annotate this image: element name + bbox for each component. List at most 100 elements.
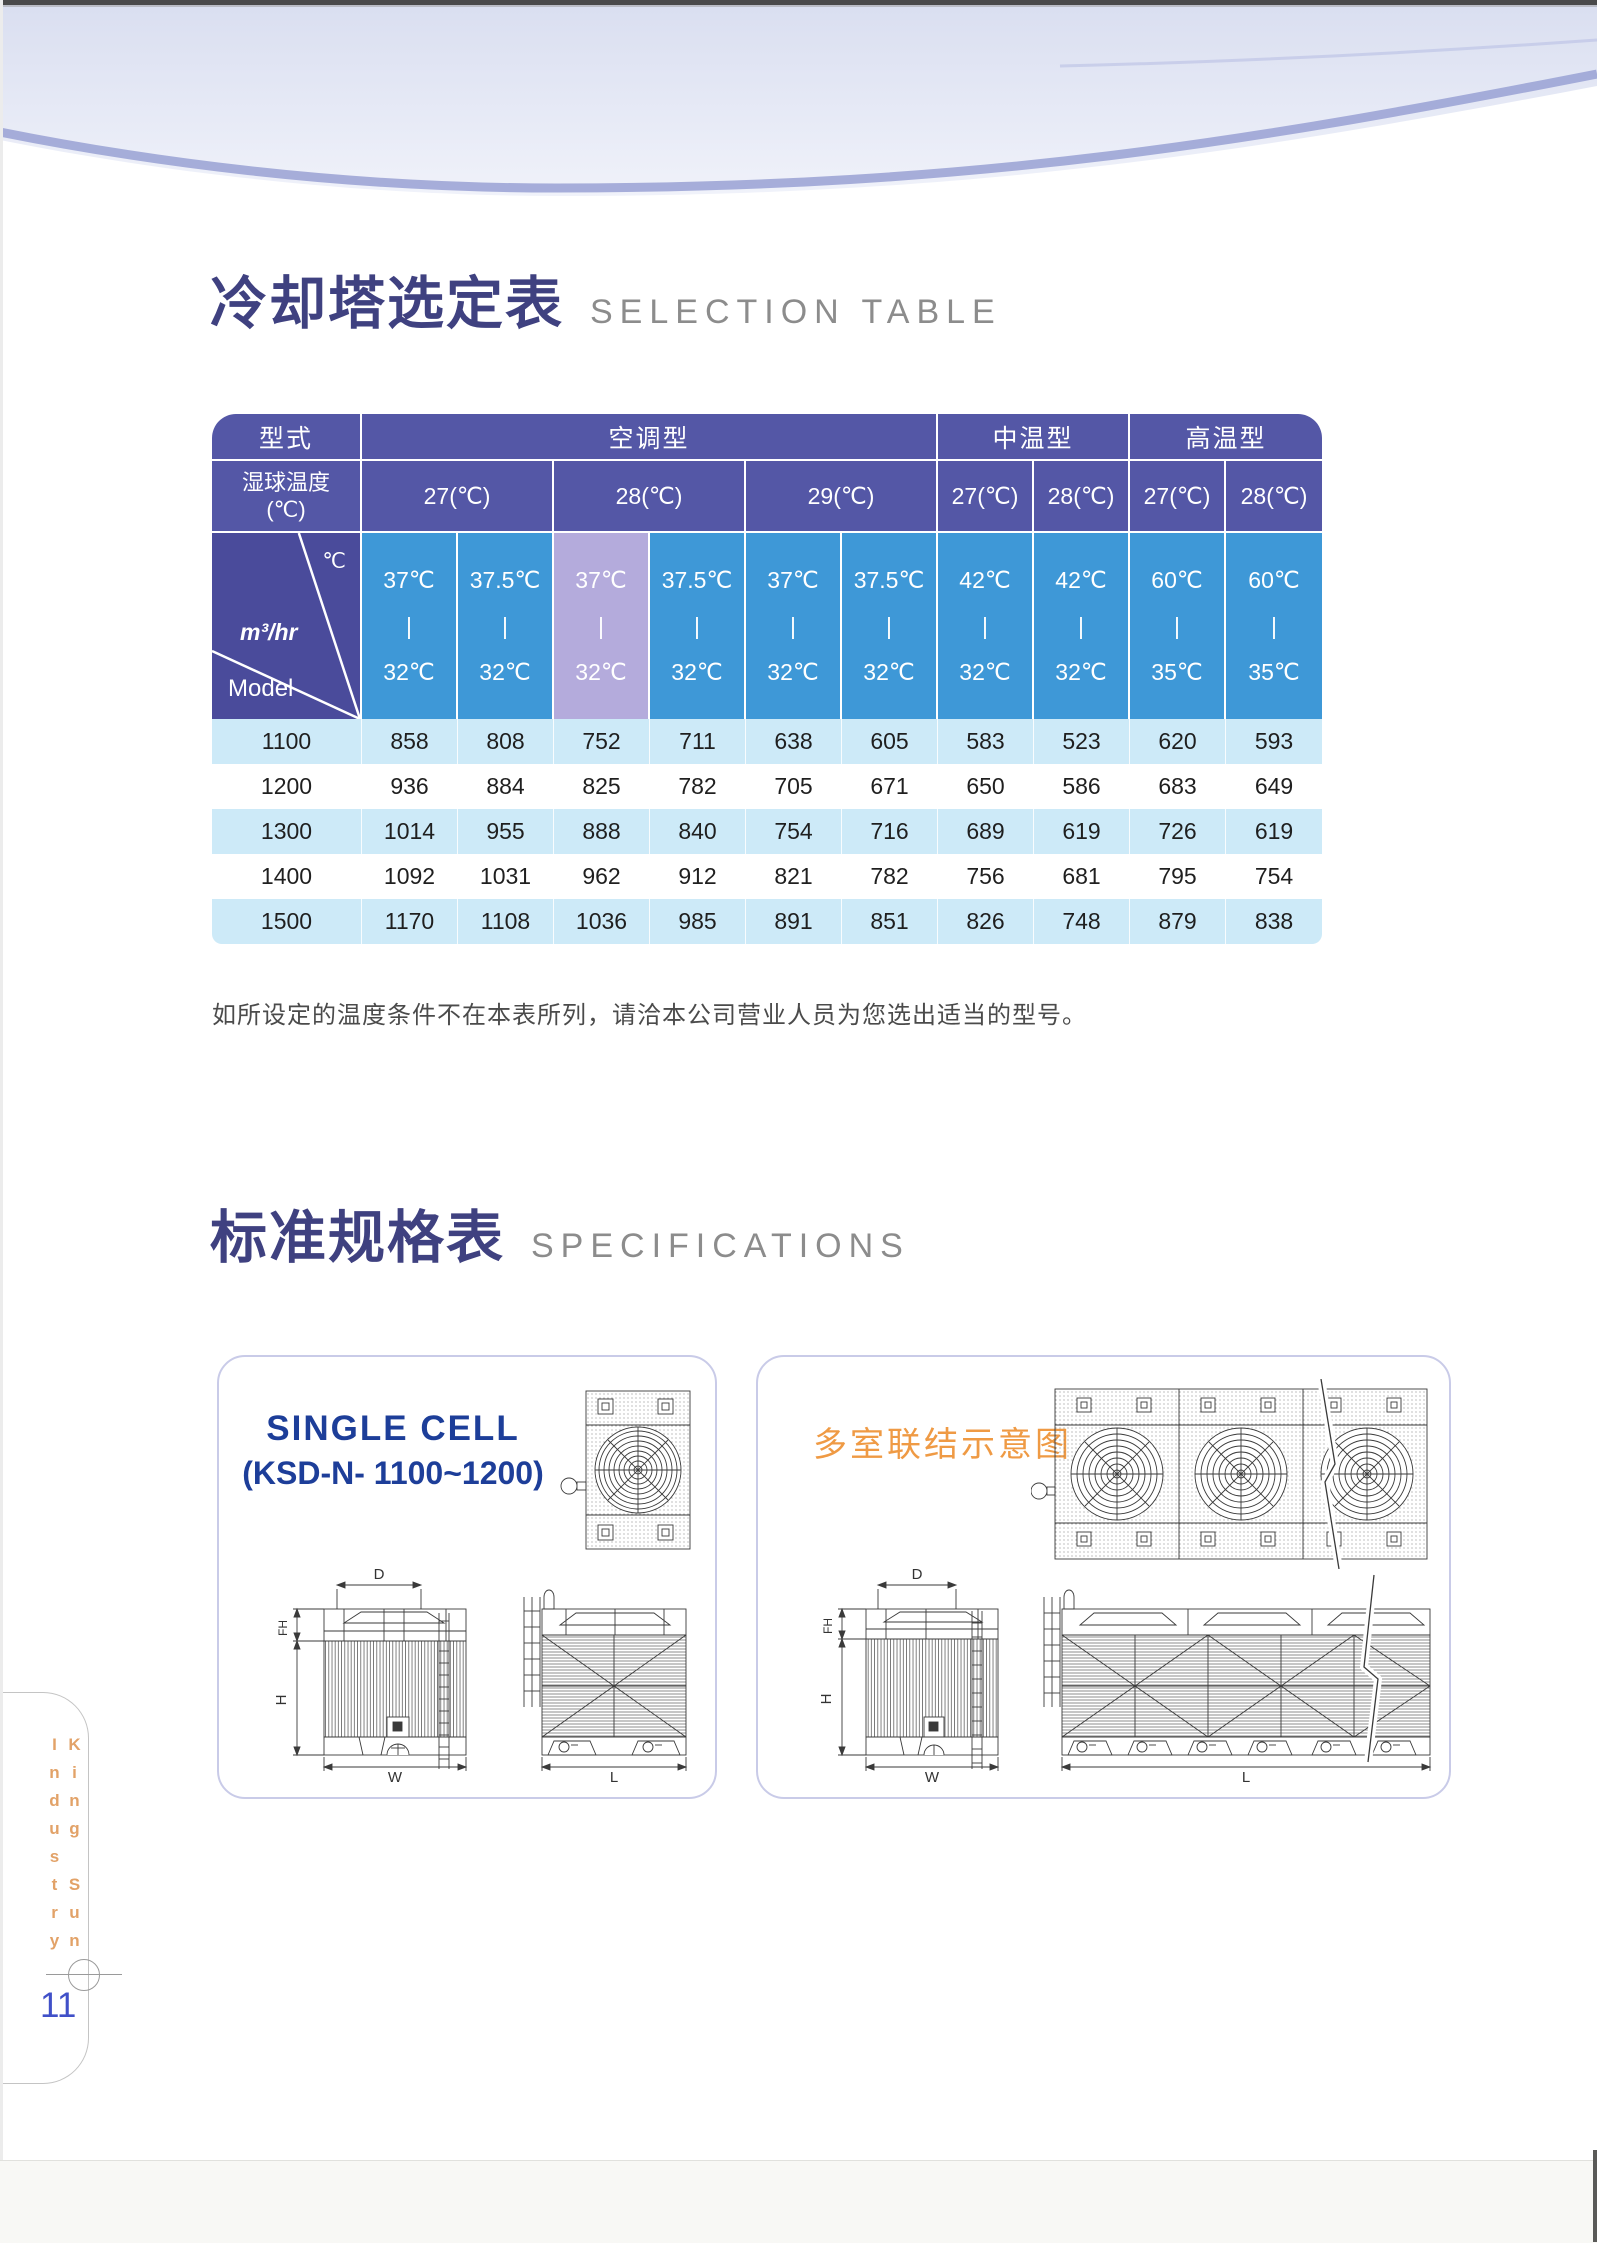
dim-label-fh: FH [821,1618,835,1634]
capacity-cell: 756 [938,854,1034,899]
capacity-cell: 705 [746,764,842,809]
capacity-cell: 683 [1130,764,1226,809]
registration-mark-circle [68,1959,100,1991]
capacity-cell: 821 [746,854,842,899]
scanned-page: 冷却塔选定表 SELECTION TABLE 型式 空调型 中温型 高温型 湿球… [0,0,1597,2084]
capacity-cell: 586 [1034,764,1130,809]
capacity-cell: 851 [842,899,938,944]
dim-label-h: H [818,1694,835,1705]
capacity-cell: 782 [842,854,938,899]
wet-bulb-col: 27(℃) [938,461,1034,533]
dim-label-l: L [610,1769,618,1785]
dim-label-w: W [925,1769,940,1785]
capacity-cell: 888 [554,809,650,854]
model-cell: 1400 [212,854,362,899]
multi-cell-plan-view-drawing [1031,1379,1437,1569]
capacity-cell: 748 [1034,899,1130,944]
temp-range-col: 60℃ | 35℃ [1130,533,1226,719]
scan-edge-left [0,0,3,2160]
capacity-cell: 955 [458,809,554,854]
capacity-cell: 650 [938,764,1034,809]
temp-range-col: 42℃ | 32℃ [1034,533,1130,719]
capacity-cell: 681 [1034,854,1130,899]
capacity-cell: 936 [362,764,458,809]
scan-edge-right [1593,2150,1597,2242]
temp-range-col: 42℃ | 32℃ [938,533,1034,719]
capacity-cell: 962 [554,854,650,899]
temp-range-col: 37.5℃ | 32℃ [650,533,746,719]
capacity-cell: 912 [650,854,746,899]
dim-label-w: W [388,1769,403,1785]
wet-bulb-col: 28(℃) [1226,461,1322,533]
single-cell-plan-view-drawing [559,1385,695,1557]
temp-range-col: 37.5℃ | 32℃ [842,533,938,719]
temp-range-col: 37℃ | 32℃ [746,533,842,719]
wet-bulb-header: 湿球温度 (℃) [212,461,362,533]
capacity-cell: 838 [1226,899,1322,944]
margin-tab-outline [0,1692,89,2084]
capacity-cell: 840 [650,809,746,854]
group-header-high-temp: 高温型 [1130,414,1322,461]
model-cell: 1300 [212,809,362,854]
page-number: 11 [40,1986,77,2025]
capacity-cell: 782 [650,764,746,809]
scan-bottom-strip [0,2160,1597,2243]
model-cell: 1100 [212,719,362,764]
capacity-cell: 985 [650,899,746,944]
capacity-cell: 638 [746,719,842,764]
capacity-cell: 583 [938,719,1034,764]
model-cell: 1200 [212,764,362,809]
multi-cell-panel: 多室联结示意图 [756,1355,1451,1799]
diagonal-lines [212,533,360,719]
capacity-cell: 726 [1130,809,1226,854]
capacity-cell: 523 [1034,719,1130,764]
multi-cell-front-view-drawing: D FH H W [816,1567,1034,1785]
temp-range-col: 37.5℃ | 32℃ [458,533,554,719]
spec-title-zh: 标准规格表 [210,1206,505,1270]
wet-bulb-col: 28(℃) [554,461,746,533]
capacity-cell: 808 [458,719,554,764]
corner-unit-flow: m³/hr [240,619,298,645]
capacity-cell: 1092 [362,854,458,899]
capacity-cell: 858 [362,719,458,764]
selection-title-en: SELECTION TABLE [590,293,1002,331]
wet-bulb-col: 29(℃) [746,461,938,533]
brand-side-text: King Sun Industry [45,1735,84,1959]
capacity-cell: 1036 [554,899,650,944]
dim-label-d: D [912,1567,923,1583]
model-cell: 1500 [212,899,362,944]
top-swoosh-decoration [0,0,1597,196]
capacity-cell: 711 [650,719,746,764]
dim-label-h: H [273,1695,290,1706]
capacity-cell: 619 [1034,809,1130,854]
wet-bulb-col: 28(℃) [1034,461,1130,533]
wet-bulb-col: 27(℃) [362,461,554,533]
capacity-cell: 689 [938,809,1034,854]
capacity-cell: 671 [842,764,938,809]
capacity-cell: 619 [1226,809,1322,854]
capacity-cell: 754 [1226,854,1322,899]
capacity-cell: 752 [554,719,650,764]
single-cell-side-view-drawing: L [512,1567,704,1785]
capacity-cell: 884 [458,764,554,809]
group-header-air-conditioning: 空调型 [362,414,938,461]
table-note: 如所设定的温度条件不在本表所列，请洽本公司营业人员为您选出适当的型号。 [212,1002,1087,1029]
single-cell-panel: SINGLE CELL (KSD-N- 1100~1200) [217,1355,717,1799]
capacity-cell: 879 [1130,899,1226,944]
capacity-cell: 649 [1226,764,1322,809]
selection-title-zh: 冷却塔选定表 [210,272,564,336]
capacity-cell: 1170 [362,899,458,944]
temp-range-col: 60℃ | 35℃ [1226,533,1322,719]
capacity-cell: 1014 [362,809,458,854]
capacity-cell: 825 [554,764,650,809]
capacity-cell: 754 [746,809,842,854]
dim-label-fh: FH [276,1620,290,1636]
capacity-cell: 605 [842,719,938,764]
capacity-cell: 1031 [458,854,554,899]
capacity-cell: 826 [938,899,1034,944]
multi-cell-side-view-drawing: L [1036,1567,1438,1785]
temp-range-col: 37℃ | 32℃ [362,533,458,719]
corner-diagonal-cell: ℃ m³/hr Model [212,533,362,719]
multi-cell-title: 多室联结示意图 [813,1426,1072,1464]
wet-bulb-col: 27(℃) [1130,461,1226,533]
